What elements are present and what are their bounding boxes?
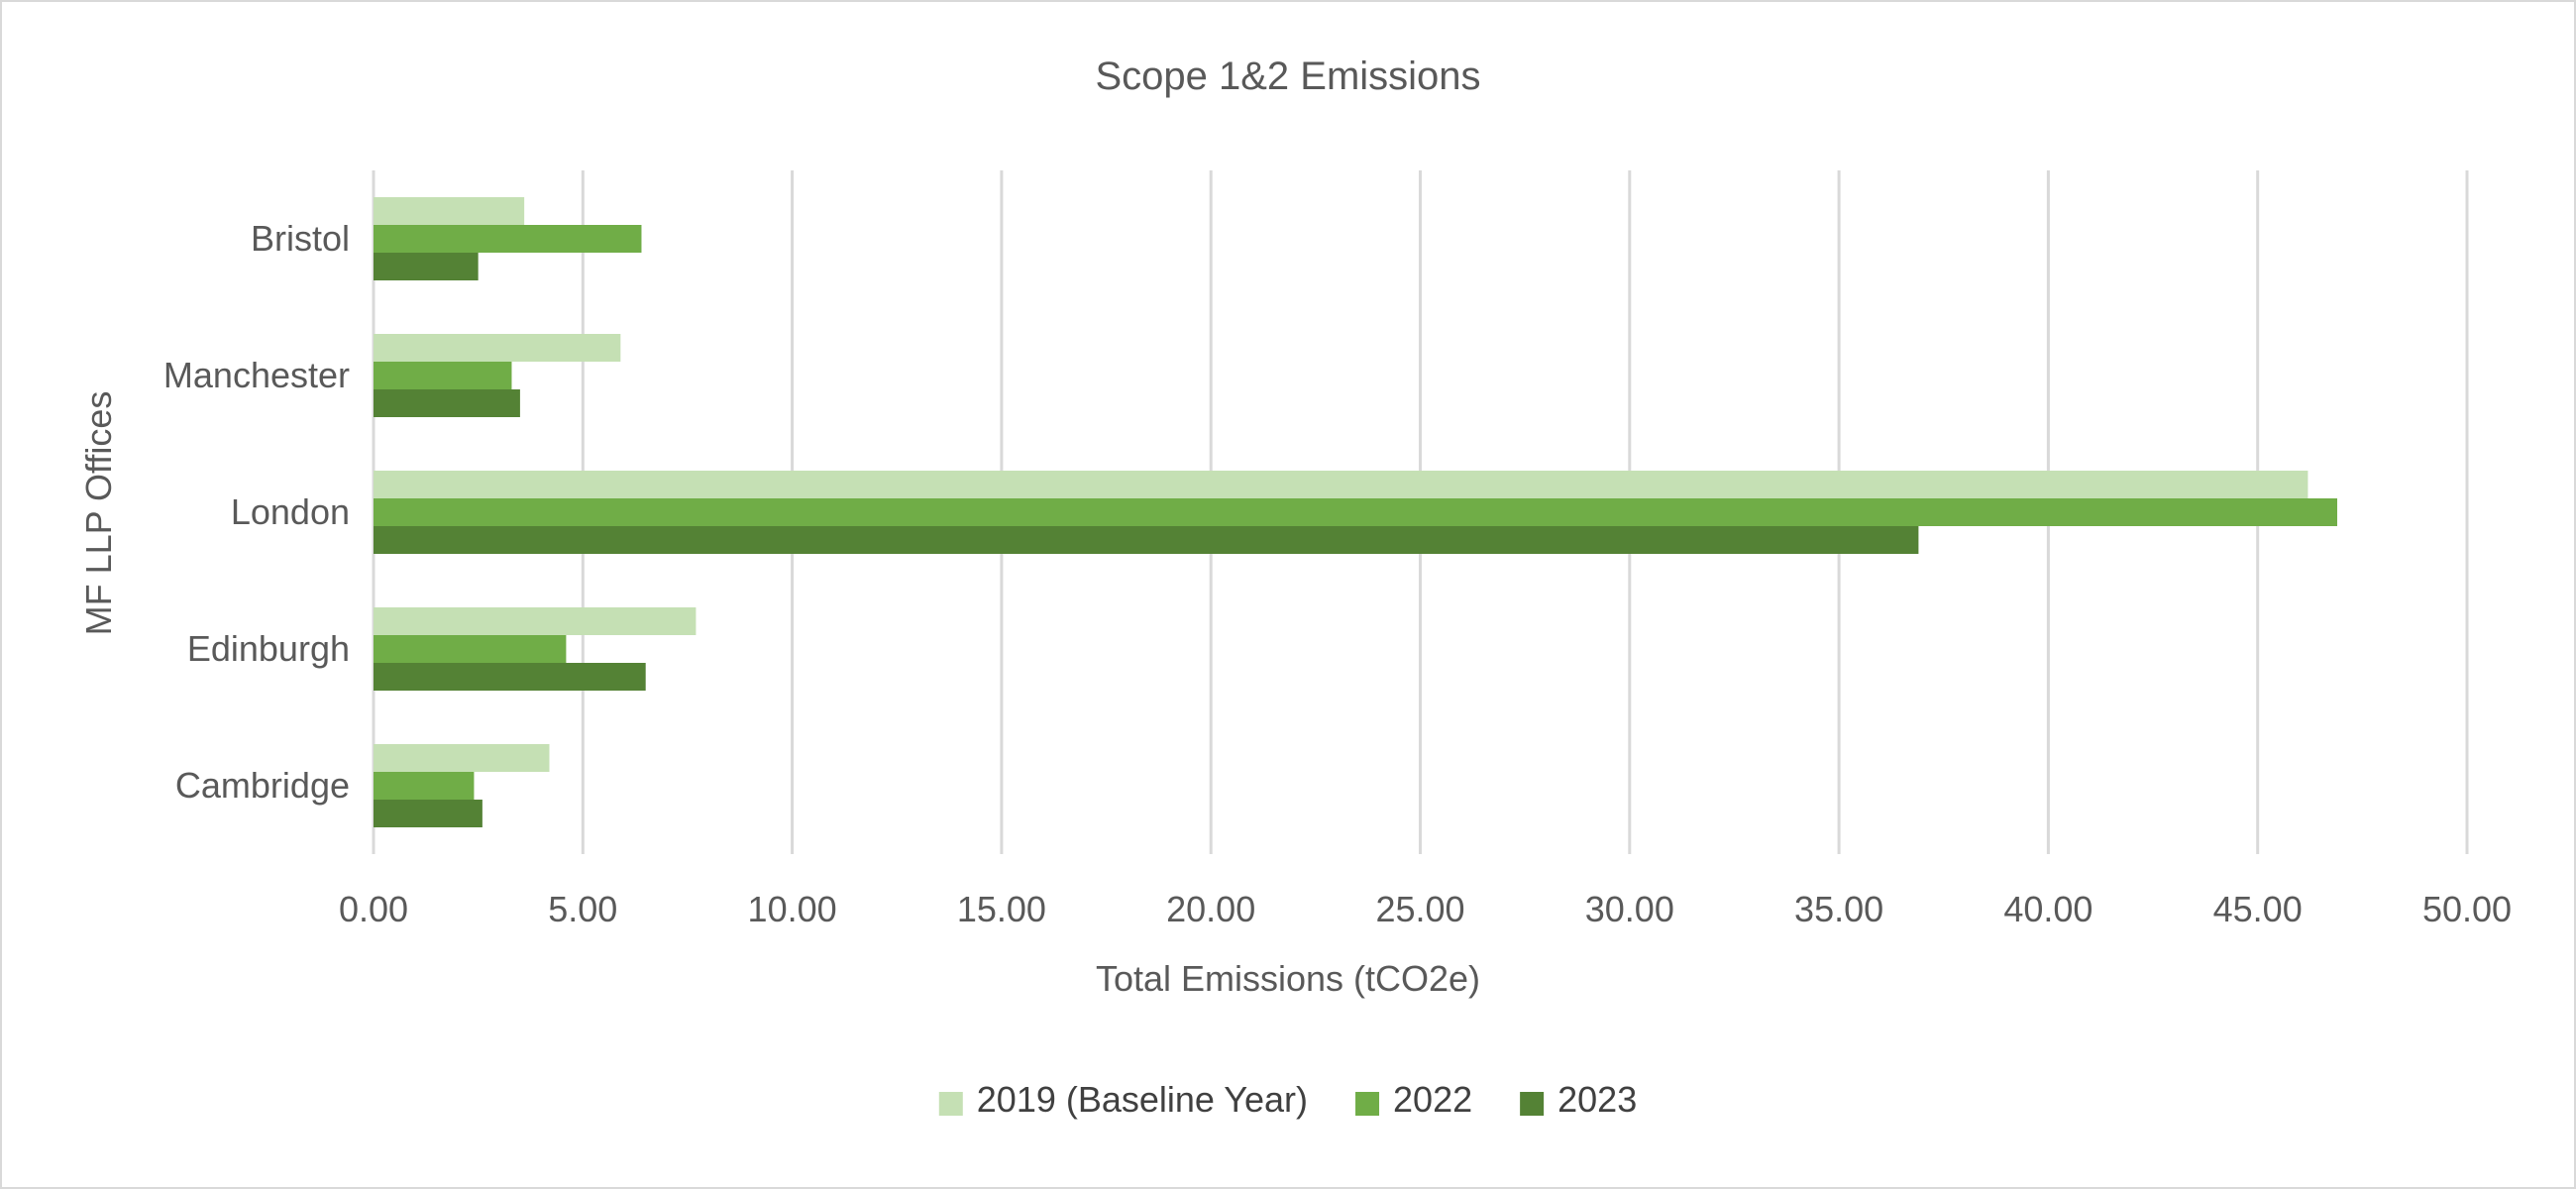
bar-cambridge-0 [374, 744, 550, 772]
category-label-cambridge: Cambridge [175, 765, 350, 806]
x-axis-title: Total Emissions (tCO2e) [1096, 958, 1480, 999]
legend-swatch-2 [1520, 1092, 1545, 1116]
bar-london-1 [374, 498, 2337, 526]
x-tick-label-1: 5.00 [548, 889, 617, 929]
bar-cambridge-1 [374, 772, 475, 800]
bar-london-0 [374, 471, 2308, 498]
category-label-manchester: Manchester [163, 355, 350, 395]
y-axis-title: MF LLP Offices [78, 391, 119, 636]
bar-london-2 [374, 526, 1919, 554]
legend-label-0: 2019 (Baseline Year) [977, 1079, 1308, 1120]
x-tick-labels: 0.00 5.00 10.00 15.00 20.00 25.00 30.00 35.00 40… [339, 889, 2512, 929]
bar-cambridge-2 [374, 800, 483, 827]
x-tick-label-2: 10.00 [748, 889, 837, 929]
x-tick-label-8: 40.00 [2003, 889, 2093, 929]
bar-manchester-1 [374, 362, 512, 389]
category-label-london: London [231, 491, 350, 532]
legend-swatch-1 [1355, 1092, 1380, 1116]
x-tick-label-5: 25.00 [1375, 889, 1464, 929]
bars [374, 197, 2337, 827]
bar-bristol-2 [374, 253, 479, 280]
legend-label-1: 2022 [1393, 1079, 1472, 1120]
x-tick-label-7: 35.00 [1794, 889, 1883, 929]
bar-bristol-0 [374, 197, 525, 225]
bar-manchester-2 [374, 389, 520, 417]
x-tick-label-9: 45.00 [2213, 889, 2303, 929]
x-tick-label-0: 0.00 [339, 889, 408, 929]
legend-item-2: 2023 [1520, 1079, 1637, 1120]
category-label-edinburgh: Edinburgh [187, 628, 350, 669]
bar-manchester-0 [374, 334, 621, 362]
chart-title: Scope 1&2 Emissions [1095, 54, 1480, 98]
legend-item-1: 2022 [1355, 1079, 1472, 1120]
legend: 2019 (Baseline Year) 2022 2023 [938, 1079, 1637, 1120]
bar-edinburgh-0 [374, 607, 697, 635]
legend-label-2: 2023 [1557, 1079, 1637, 1120]
x-tick-label-10: 50.00 [2422, 889, 2512, 929]
x-tick-label-4: 20.00 [1166, 889, 1255, 929]
x-tick-label-6: 30.00 [1585, 889, 1674, 929]
category-labels: Bristol Manchester London Edinburgh Cambridg… [163, 218, 350, 806]
bar-edinburgh-1 [374, 635, 567, 663]
bar-bristol-1 [374, 225, 642, 253]
bar-edinburgh-2 [374, 663, 646, 691]
category-label-bristol: Bristol [251, 218, 350, 259]
legend-swatch-0 [938, 1092, 963, 1116]
legend-item-0: 2019 (Baseline Year) [938, 1079, 1308, 1120]
x-tick-label-3: 15.00 [957, 889, 1046, 929]
